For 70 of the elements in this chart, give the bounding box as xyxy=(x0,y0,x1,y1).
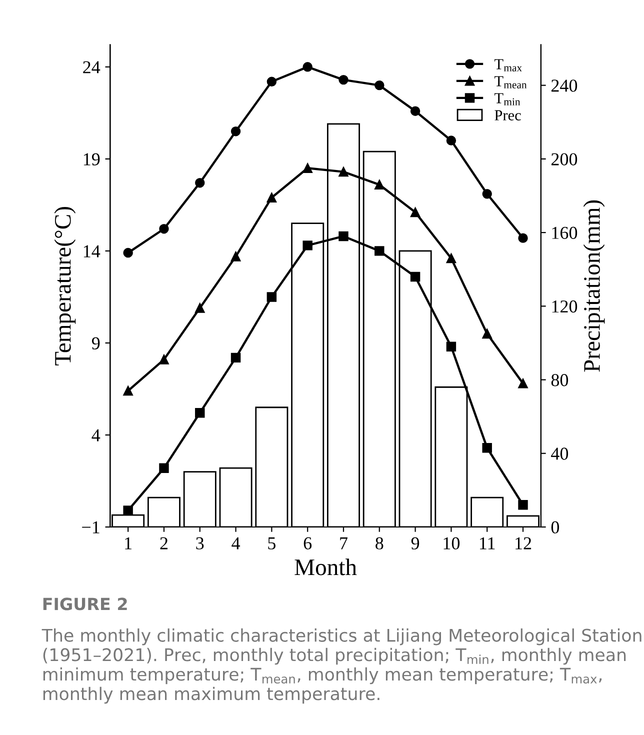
point xyxy=(446,136,456,146)
y-tick-label: 24 xyxy=(83,61,100,74)
point xyxy=(230,252,241,262)
point xyxy=(302,163,312,173)
point xyxy=(159,354,169,364)
point xyxy=(159,224,169,234)
point xyxy=(518,378,528,388)
point xyxy=(195,178,205,188)
point xyxy=(123,386,133,396)
point xyxy=(123,506,133,516)
point xyxy=(230,126,241,136)
point xyxy=(374,80,384,90)
legend-label: T$_{min}$ xyxy=(494,93,520,106)
x-tick-label: 1 xyxy=(125,537,132,550)
point xyxy=(518,233,528,243)
y-axis-title: Temperature(°C) xyxy=(54,207,76,366)
legend-label: T$_{mean}$ xyxy=(494,76,527,88)
point xyxy=(410,272,420,282)
x-tick-label: 4 xyxy=(232,537,240,550)
point xyxy=(266,192,277,202)
y-tick-label: 14 xyxy=(84,245,100,258)
x-tick-label: 6 xyxy=(304,537,312,550)
x-axis-title: Month xyxy=(294,558,357,576)
y2-tick-label: 160 xyxy=(552,226,578,239)
y2-tick-label: 0 xyxy=(551,521,560,534)
y2-axis-title: Precipitation(mm) xyxy=(583,200,605,372)
point xyxy=(482,443,492,453)
y2-tick-label: 80 xyxy=(551,374,568,386)
point xyxy=(302,62,312,72)
x-tick-label: 7 xyxy=(340,537,348,550)
point xyxy=(410,106,420,116)
y-tick-label: −1 xyxy=(82,521,100,534)
y2-tick-label: 240 xyxy=(551,80,578,92)
x-tick-label: 2 xyxy=(160,537,168,550)
x-tick-label: 11 xyxy=(480,537,495,550)
point xyxy=(230,352,241,363)
x-tick-label: 12 xyxy=(516,537,532,550)
point xyxy=(482,189,492,199)
point xyxy=(446,253,456,264)
legend-label: T$_{max}$ xyxy=(494,59,522,72)
point xyxy=(159,463,169,473)
point xyxy=(302,240,312,250)
point xyxy=(195,303,205,313)
x-tick-label: 10 xyxy=(444,537,460,550)
x-tick-label: 5 xyxy=(268,537,276,550)
point xyxy=(374,180,384,190)
text: The monthly climatic characteristics at Lijiang Meteorological Station (1951–2021). Prec, monthly total precipitation; T$_{min}$, monthly mean minimum temperature; T$_{mean}$, monthly mean temperature; T$_{max}$, monthly mean maximum temperature. xyxy=(42,628,642,704)
point xyxy=(338,74,348,85)
x-tick-label: 9 xyxy=(411,537,420,550)
y2-tick-label: 200 xyxy=(551,153,578,166)
y-tick-label: 19 xyxy=(84,153,100,166)
point xyxy=(446,342,456,352)
y2-tick-label: 40 xyxy=(551,448,568,460)
caption: FIGURE 2 xyxy=(43,598,127,610)
point xyxy=(123,248,133,258)
point xyxy=(195,408,205,418)
y2-tick-label: 120 xyxy=(552,300,578,313)
x-tick-label: 3 xyxy=(196,537,204,550)
point xyxy=(266,76,277,87)
x-tick-label: 8 xyxy=(376,537,384,550)
point xyxy=(266,292,277,302)
point xyxy=(482,328,492,339)
point xyxy=(338,166,348,177)
point xyxy=(518,500,528,510)
point xyxy=(374,246,384,256)
point xyxy=(338,231,348,242)
y-tick-label: 9 xyxy=(92,337,100,350)
y-tick-label: 4 xyxy=(92,429,100,442)
point xyxy=(410,207,420,218)
legend-label: Prec xyxy=(494,110,521,120)
